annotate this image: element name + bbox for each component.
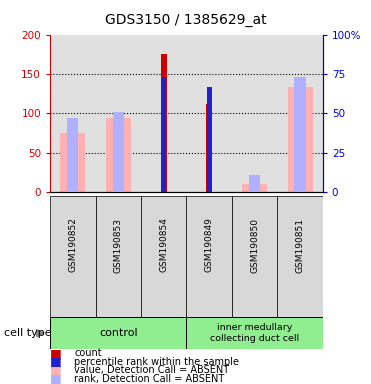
Bar — [232, 196, 278, 317]
Bar — [50, 35, 96, 192]
Text: count: count — [74, 348, 102, 358]
Bar — [278, 35, 323, 192]
Text: GSM190854: GSM190854 — [159, 218, 168, 273]
Text: ■: ■ — [50, 347, 62, 360]
Bar — [232, 35, 278, 192]
Bar — [294, 77, 306, 192]
Bar — [60, 133, 85, 192]
Bar — [278, 196, 323, 317]
Bar — [112, 112, 124, 192]
Bar — [141, 196, 187, 317]
Text: GSM190853: GSM190853 — [114, 218, 123, 273]
Bar — [187, 196, 232, 317]
Text: GSM190850: GSM190850 — [250, 218, 259, 273]
Bar — [187, 317, 323, 349]
Bar — [96, 196, 141, 317]
Bar — [187, 35, 232, 192]
Text: value, Detection Call = ABSENT: value, Detection Call = ABSENT — [74, 365, 229, 375]
Bar — [206, 104, 212, 192]
Bar — [249, 175, 260, 192]
Text: cell type: cell type — [4, 328, 51, 338]
Bar — [161, 77, 166, 192]
Text: inner medullary
collecting duct cell: inner medullary collecting duct cell — [210, 323, 299, 343]
Text: ■: ■ — [50, 372, 62, 384]
Bar — [288, 87, 312, 192]
Bar — [50, 196, 96, 317]
Bar — [141, 35, 187, 192]
Text: GDS3150 / 1385629_at: GDS3150 / 1385629_at — [105, 13, 266, 27]
Text: rank, Detection Call = ABSENT: rank, Detection Call = ABSENT — [74, 374, 224, 384]
Text: control: control — [99, 328, 138, 338]
Text: GSM190852: GSM190852 — [68, 218, 77, 273]
Bar — [67, 118, 79, 192]
Text: GSM190849: GSM190849 — [205, 218, 214, 273]
Text: ■: ■ — [50, 364, 62, 377]
Bar — [106, 118, 131, 192]
Bar — [50, 317, 187, 349]
Text: ■: ■ — [50, 355, 62, 368]
Text: GSM190851: GSM190851 — [296, 218, 305, 273]
Bar — [96, 35, 141, 192]
Text: percentile rank within the sample: percentile rank within the sample — [74, 357, 239, 367]
Bar — [161, 54, 167, 192]
Bar — [242, 184, 267, 192]
Bar — [207, 86, 211, 192]
